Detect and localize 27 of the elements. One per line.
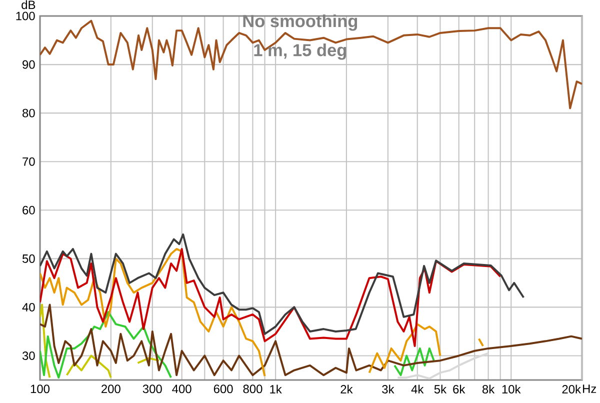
x-tick-label: 200: [102, 384, 120, 394]
y-tick-label: 30: [22, 351, 35, 360]
x-tick-label: 2k: [340, 384, 353, 394]
x-tick-label: 4k: [411, 384, 424, 394]
x-tick-label: 20k: [562, 384, 581, 394]
text: 1 m, 15 deg: [254, 44, 346, 60]
x-tick-label: 400: [172, 384, 192, 394]
x-tick-label: 5k: [434, 384, 447, 394]
x-tick-label: 300: [142, 384, 162, 394]
x-tick-label: 100: [30, 384, 50, 394]
chart-title: No smoothing: [243, 14, 358, 31]
y-tick-label: 70: [22, 157, 35, 166]
x-tick-label: 10k: [502, 384, 521, 394]
y-tick-label: 40: [22, 302, 35, 312]
y-tick-label: 100: [16, 12, 35, 20]
y-tick-label: 90: [22, 60, 35, 69]
x-tick-label: 1k: [270, 384, 282, 394]
x-tick-label: 6k: [453, 384, 466, 394]
y-tick-label: 50: [22, 254, 35, 263]
y-tick-label: 60: [22, 206, 35, 214]
y-axis-title: dB: [22, 0, 36, 10]
x-tick-label: 3k: [382, 384, 394, 394]
x-tick-label: 800: [243, 384, 262, 394]
x-tick-label: 8k: [482, 384, 495, 394]
x-tick-label: 600: [214, 384, 233, 394]
y-tick-label: 80: [22, 108, 35, 118]
x-axis-title: Hz: [583, 384, 596, 393]
